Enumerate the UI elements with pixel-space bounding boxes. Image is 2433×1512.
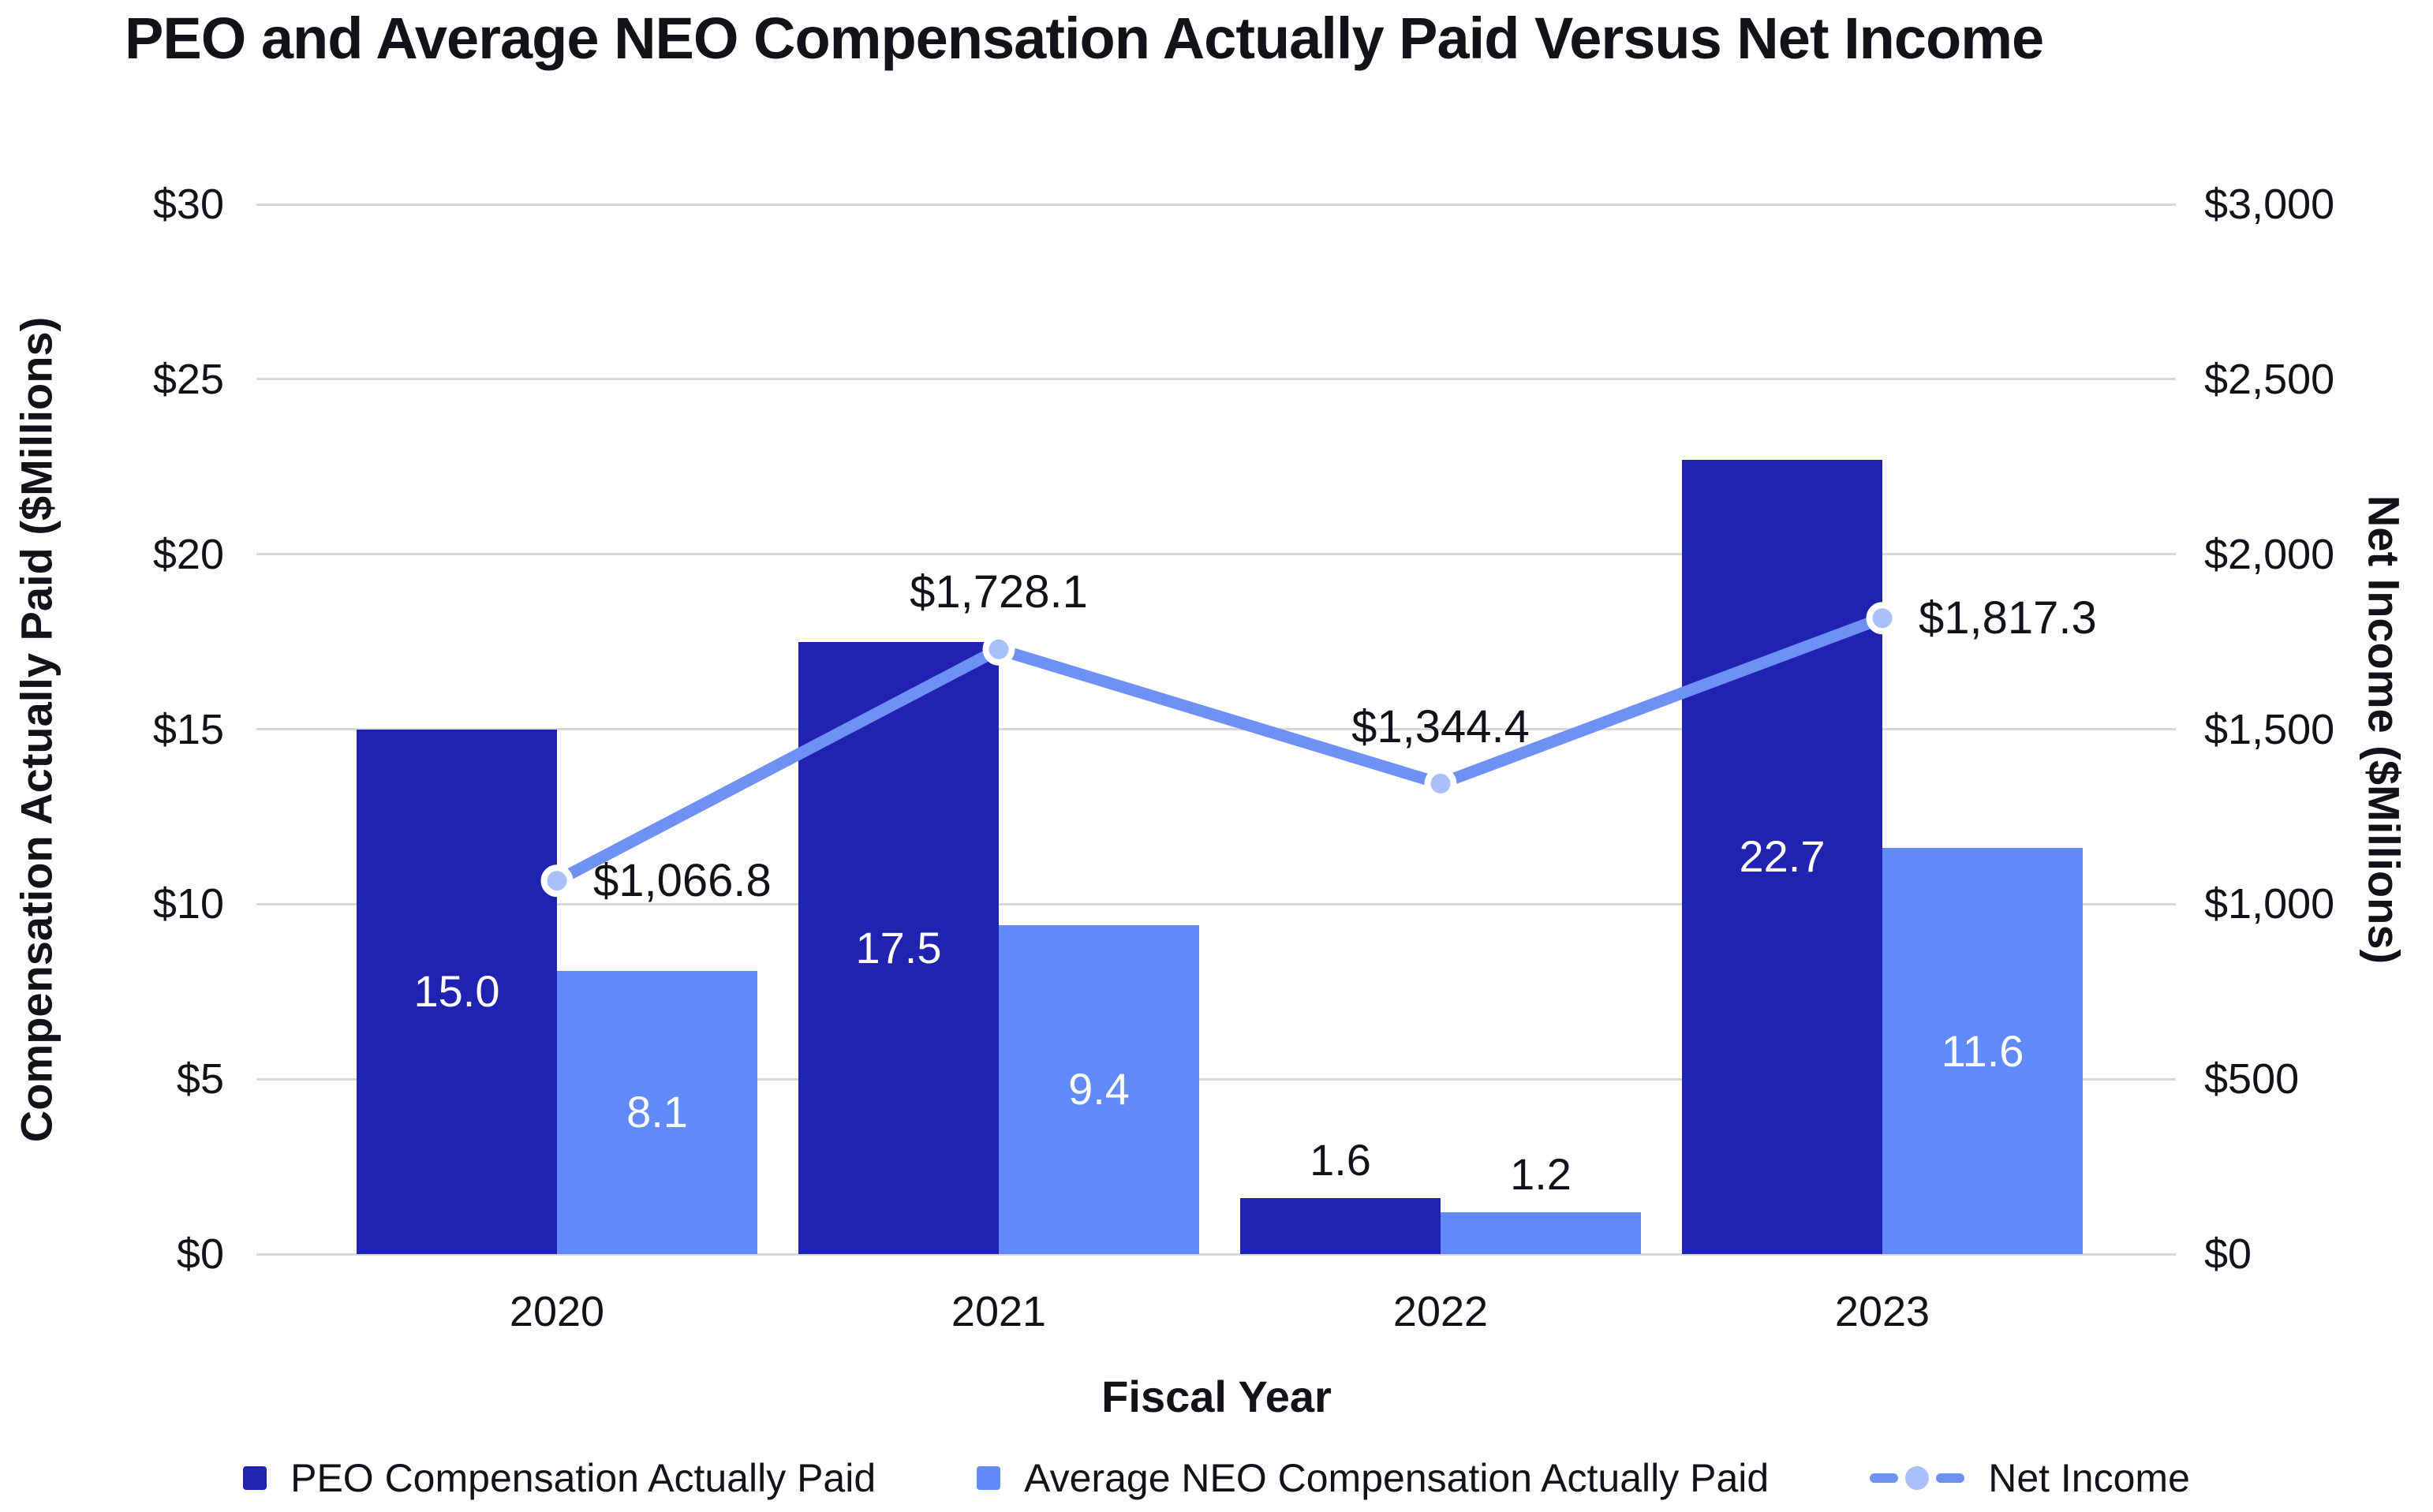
right-tick-label: $0 [2204, 1230, 2252, 1278]
bar-peo [798, 641, 999, 1254]
bar-peo [1682, 459, 1882, 1254]
net-income-series-swatch [1870, 1466, 1965, 1490]
x-tick-label: 2022 [1392, 1288, 1489, 1335]
bar-value-label: 22.7 [1739, 831, 1826, 882]
bar-neo [557, 970, 757, 1254]
bar-value-label: 1.2 [1510, 1148, 1572, 1199]
net-income-point [1424, 767, 1457, 801]
net-income-value-label: $1,344.4 [1351, 700, 1530, 752]
bar-peo [357, 729, 557, 1254]
legend-label-neo: Average NEO Compensation Actually Paid [1024, 1456, 1770, 1500]
right-tick-label: $3,000 [2204, 181, 2335, 228]
net-income-point [982, 633, 1015, 666]
bar-peo [1240, 1198, 1441, 1254]
gridline [256, 902, 2176, 905]
gridline [256, 1077, 2176, 1081]
line-marker-icon [1905, 1466, 1930, 1490]
legend-item-net-income: Net Income [1870, 1453, 2190, 1503]
gridline [256, 378, 2176, 381]
x-tick-label: 2020 [509, 1288, 605, 1335]
left-tick-label: $5 [176, 1055, 224, 1103]
bar-neo [999, 924, 1199, 1254]
legend-item-peo: PEO Compensation Actually Paid [243, 1453, 876, 1503]
bar-value-label: 8.1 [626, 1087, 688, 1137]
x-tick-label: 2023 [1834, 1288, 1930, 1335]
left-tick-label: $30 [152, 181, 224, 228]
net-income-point [540, 864, 574, 898]
net-income-line-path [551, 612, 1889, 887]
net-income-line [540, 602, 1899, 898]
legend-label-net-income: Net Income [1988, 1456, 2190, 1500]
net-income-value-label: $1,817.3 [1919, 592, 2097, 644]
bar-value-label: 15.0 [413, 966, 500, 1017]
legend: PEO Compensation Actually Paid Average N… [0, 1453, 2433, 1503]
gridline [256, 553, 2176, 556]
neo-series-swatch [977, 1466, 1001, 1490]
net-income-point [1866, 602, 1899, 635]
right-tick-label: $1,500 [2204, 705, 2335, 753]
net-income-value-label: $1,728.1 [910, 566, 1088, 618]
gridline [256, 728, 2176, 730]
legend-label-peo: PEO Compensation Actually Paid [290, 1456, 876, 1500]
right-tick-label: $2,000 [2204, 530, 2335, 578]
bar-value-label: 11.6 [1941, 1025, 2024, 1076]
bar-value-label: 9.4 [1068, 1064, 1130, 1114]
left-tick-label: $15 [152, 705, 224, 753]
plot-area: 15.0 17.5 1.6 22.7 8.1 9.4 1.2 11.6 $1,066.8 $1,7… [256, 203, 2176, 1256]
bar-value-label: 1.6 [1310, 1135, 1371, 1185]
net-income-value-label: $1,066.8 [593, 854, 772, 906]
line-dash-icon [1936, 1473, 1965, 1483]
right-tick-label: $2,500 [2204, 355, 2335, 403]
left-tick-label: $25 [152, 355, 224, 403]
right-tick-label: $1,000 [2204, 880, 2335, 928]
x-axis-title: Fiscal Year [1101, 1372, 1332, 1421]
left-tick-label: $0 [176, 1230, 224, 1278]
peo-series-swatch [243, 1466, 267, 1490]
bar-value-label: 17.5 [855, 922, 942, 973]
legend-item-neo: Average NEO Compensation Actually Paid [977, 1453, 1769, 1503]
bar-neo [1441, 1211, 1641, 1254]
chart-title: PEO and Average NEO Compensation Actuall… [125, 6, 2044, 71]
gridline [256, 203, 2176, 206]
x-tick-label: 2021 [951, 1288, 1047, 1335]
line-dash-icon [1870, 1473, 1899, 1483]
left-tick-label: $10 [152, 880, 224, 928]
left-tick-label: $20 [152, 530, 224, 578]
gridline [256, 1253, 2176, 1256]
right-tick-label: $500 [2204, 1055, 2300, 1103]
bar-neo [1882, 848, 2083, 1254]
